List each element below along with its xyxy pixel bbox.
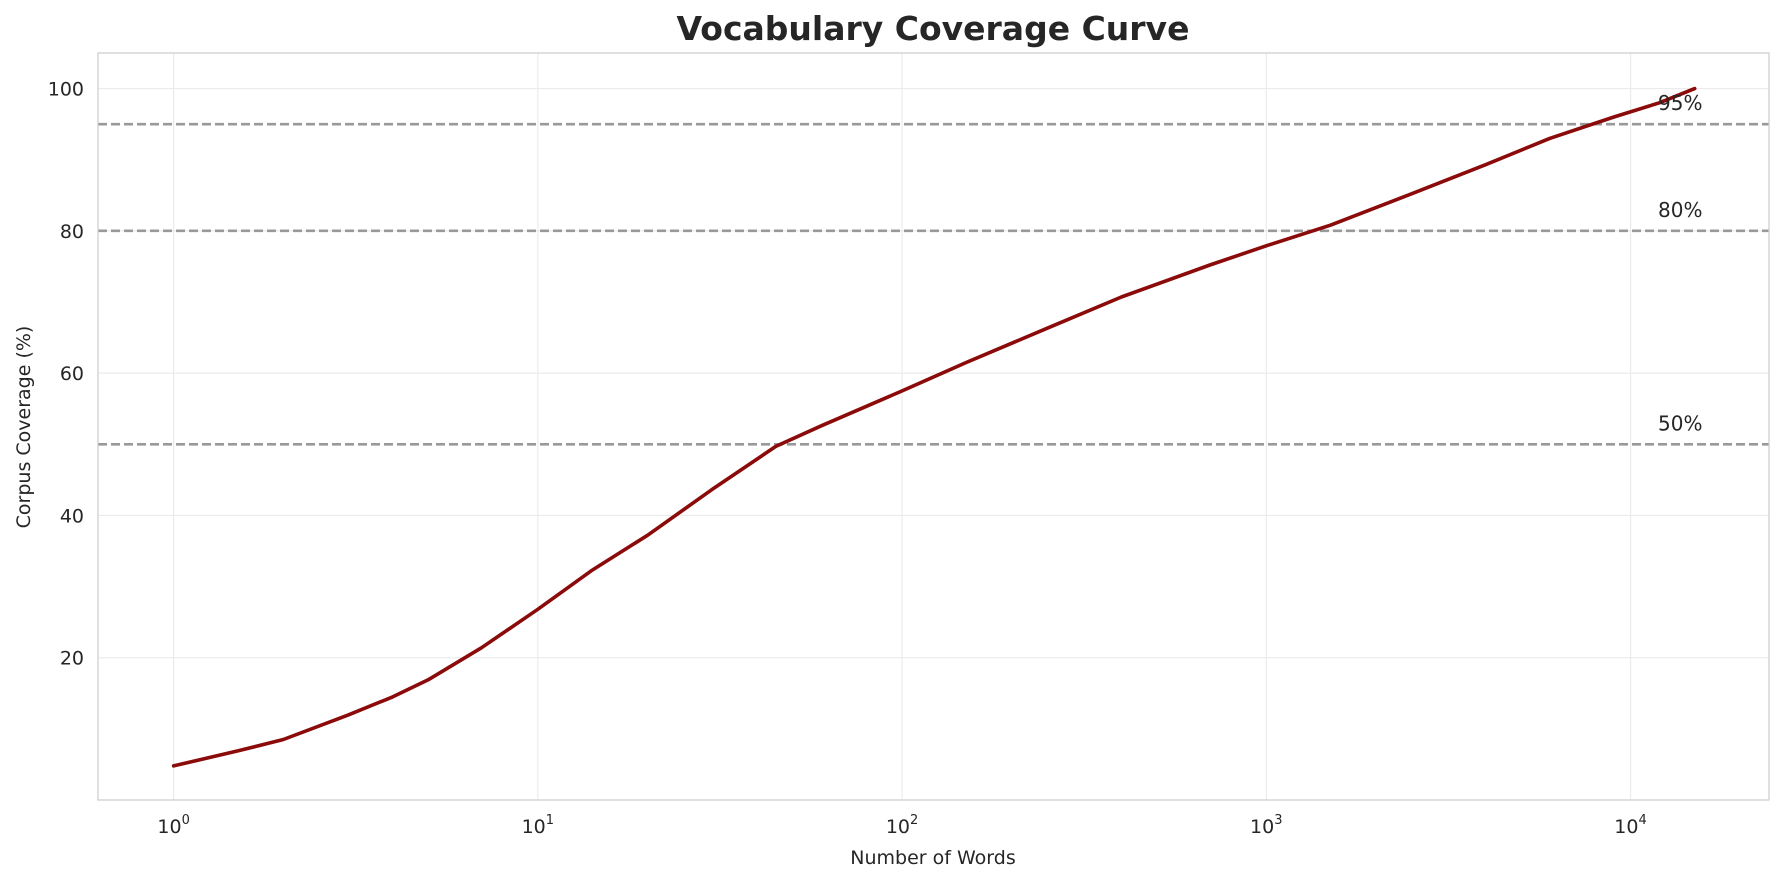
x-tick-base: 10 — [157, 816, 181, 838]
x-tick-exponent: 4 — [1638, 813, 1646, 828]
reference-line-labels: 50% 80% 95% — [1658, 91, 1702, 435]
x-tick-exponent: 2 — [910, 813, 918, 828]
x-tick-base: 10 — [522, 816, 546, 838]
chart-title: Vocabulary Coverage Curve — [677, 9, 1190, 48]
x-tick-base: 10 — [1614, 816, 1638, 838]
x-tick-base: 10 — [1250, 816, 1274, 838]
plot-frame — [97, 52, 1770, 801]
x-tick-base: 10 — [886, 816, 910, 838]
series-layer — [171, 86, 1697, 768]
x-axis-label: Number of Words — [850, 847, 1015, 869]
x-tick-label: 101 — [522, 813, 554, 838]
x-tick-exponent: 1 — [546, 813, 554, 828]
y-tick-labels: 20 40 60 80 100 — [48, 79, 84, 670]
x-tick-label: 104 — [1614, 813, 1646, 838]
y-tick-label: 100 — [48, 79, 84, 101]
y-tick-label: 20 — [60, 648, 84, 670]
y-tick-label: 60 — [60, 363, 84, 385]
reference-line-label: 95% — [1658, 91, 1702, 115]
y-tick-label: 80 — [60, 221, 84, 243]
reference-line-label: 80% — [1658, 198, 1702, 222]
x-tick-label: 102 — [886, 813, 918, 838]
x-tick-labels: 100 101 102 103 104 — [157, 813, 1646, 838]
reference-lines — [98, 122, 1769, 446]
x-tick-exponent: 3 — [1274, 813, 1282, 828]
grid — [98, 53, 1769, 800]
x-tick-label: 103 — [1250, 813, 1282, 838]
y-axis-label: Corpus Coverage (%) — [13, 326, 35, 529]
y-tick-label: 40 — [60, 505, 84, 527]
x-tick-label: 100 — [157, 813, 189, 838]
reference-line-label: 50% — [1658, 411, 1702, 435]
coverage-line — [171, 86, 1697, 768]
x-tick-exponent: 0 — [182, 813, 190, 828]
